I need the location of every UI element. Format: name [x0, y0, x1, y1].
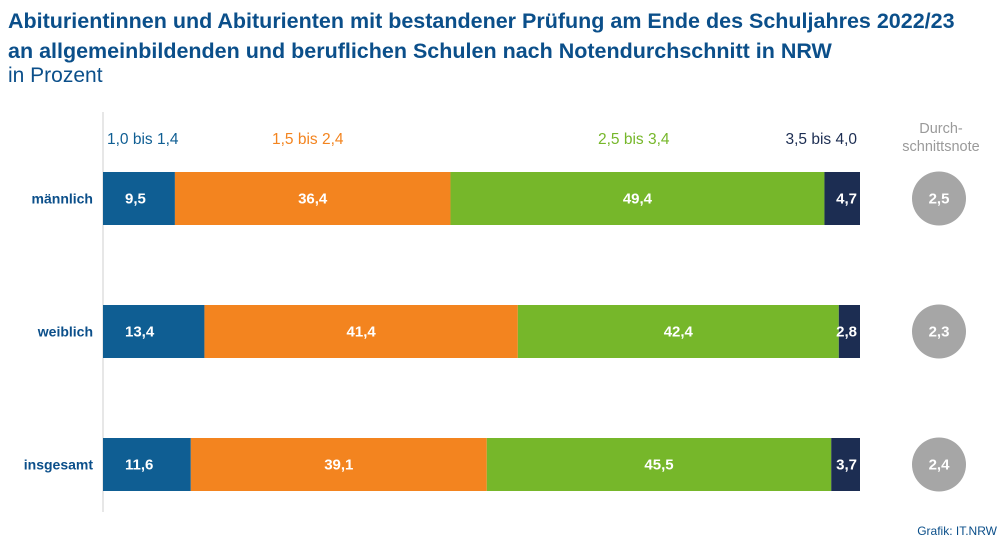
data-label-2-2: 41,4 — [347, 324, 377, 341]
average-grade-badge-1 — [912, 171, 966, 226]
bar-segment-1-4 — [824, 172, 860, 225]
data-label-3-2: 39,1 — [324, 457, 353, 474]
data-label-2-1: 13,4 — [125, 324, 155, 341]
average-header-line-1: Durch- — [919, 121, 963, 137]
bar-segment-2-3 — [517, 305, 839, 358]
legend-label-1: 1,0 bis 1,4 — [107, 131, 179, 148]
average-grade-badge-3 — [912, 437, 966, 492]
bar-segment-2-4 — [838, 305, 860, 358]
chart-subtitle: in Prozent — [8, 64, 103, 87]
legend-label-3: 2,5 bis 3,4 — [598, 131, 670, 148]
data-label-1-3: 49,4 — [623, 191, 653, 208]
category-label-3: insgesamt — [24, 457, 94, 473]
average-grade-label-2: 2,3 — [929, 324, 950, 341]
bar-segment-3-1 — [103, 438, 191, 491]
chart-title-line-1: Abiturientinnen und Abiturienten mit bes… — [8, 9, 955, 33]
source-credit: Grafik: IT.NRW — [917, 524, 997, 538]
data-label-2-4: 2,8 — [836, 324, 857, 341]
category-label-2: weiblich — [37, 324, 93, 340]
average-grade-badge-2 — [912, 304, 966, 359]
legend-label-2: 1,5 bis 2,4 — [272, 131, 344, 148]
data-label-3-3: 45,5 — [644, 457, 673, 474]
average-grade-label-3: 2,4 — [929, 457, 951, 474]
bar-segment-3-3 — [486, 438, 832, 491]
average-grade-label-1: 2,5 — [929, 191, 950, 208]
bar-segment-3-2 — [190, 438, 487, 491]
legend-label-4: 3,5 bis 4,0 — [785, 131, 857, 148]
chart-title-line-2: an allgemeinbildenden und beruflichen Sc… — [8, 39, 832, 63]
chart-title: Abiturientinnen und Abiturienten mit bes… — [8, 6, 955, 66]
data-label-2-3: 42,4 — [664, 324, 694, 341]
data-label-1-4: 4,7 — [836, 191, 857, 208]
bar-segment-1-3 — [450, 172, 825, 225]
bar-segment-1-2 — [174, 172, 451, 225]
data-label-1-1: 9,5 — [125, 191, 146, 208]
bar-segment-3-4 — [831, 438, 860, 491]
bar-segment-1-1 — [103, 172, 175, 225]
data-label-3-4: 3,7 — [836, 457, 857, 474]
data-label-3-1: 11,6 — [125, 457, 153, 474]
average-header-line-2: schnittsnote — [902, 139, 979, 155]
category-label-1: männlich — [32, 191, 93, 207]
bar-segment-2-1 — [103, 305, 205, 358]
data-label-1-2: 36,4 — [298, 191, 328, 208]
bar-segment-2-2 — [204, 305, 518, 358]
